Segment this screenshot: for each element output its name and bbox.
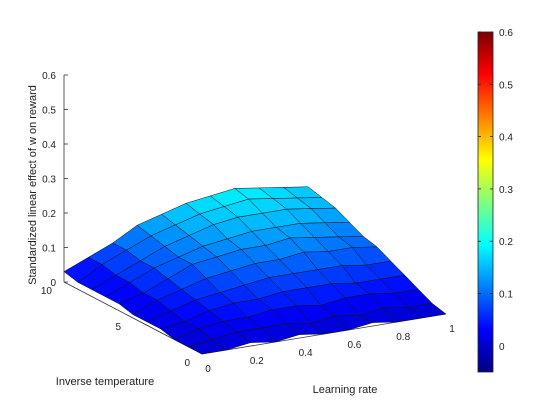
z-tick-label: 0.5	[42, 106, 56, 117]
y-tick-label: 10	[41, 286, 53, 297]
colorbar-tick-label: 0.1	[499, 290, 513, 301]
x-tick-label: 0.2	[250, 356, 264, 367]
x-tick-labels: 0 0.2 0.4 0.6 0.8 1	[205, 324, 455, 375]
z-tick-label: 0.3	[42, 175, 56, 186]
x-tick-label: 0.4	[299, 348, 313, 359]
z-tick-label: 0.2	[42, 209, 56, 220]
z-axis-label: Standardized linear effect of w on rewar…	[27, 85, 39, 285]
x-tick-label: 1	[449, 324, 455, 335]
x-tick-label: 0.6	[347, 340, 361, 351]
z-tick-label: 0.4	[42, 140, 56, 151]
x-axis-label: Learning rate	[313, 384, 378, 396]
surface-mesh	[63, 186, 447, 355]
colorbar-tick-label: 0.4	[499, 133, 513, 144]
y-tick-label: 5	[115, 322, 121, 333]
z-tick-label: 0.6	[42, 71, 56, 82]
colorbar-tick-label: 0.5	[499, 80, 513, 91]
colorbar	[477, 31, 494, 373]
colorbar-tick-label: 0	[499, 342, 505, 353]
y-axis-label: Inverse temperature	[56, 376, 154, 388]
z-tick-labels: 0 0.1 0.2 0.3 0.4 0.5 0.6	[42, 71, 68, 289]
y-tick-label: 0	[184, 358, 190, 369]
colorbar-tick-label: 0.6	[499, 28, 513, 39]
z-tick-label: 0	[50, 278, 56, 289]
z-tick-label: 0.1	[42, 244, 56, 255]
colorbar-tick-label: 0.3	[499, 185, 513, 196]
x-tick-label: 0	[205, 364, 211, 375]
colorbar-tick-label: 0.2	[499, 237, 513, 248]
x-tick-label: 0.8	[396, 332, 410, 343]
surface-patch	[407, 303, 447, 319]
y-tick-labels: 0 5 10	[41, 286, 191, 369]
colorbar-tick-labels: 0 0.1 0.2 0.3 0.4 0.5 0.6	[478, 28, 513, 353]
